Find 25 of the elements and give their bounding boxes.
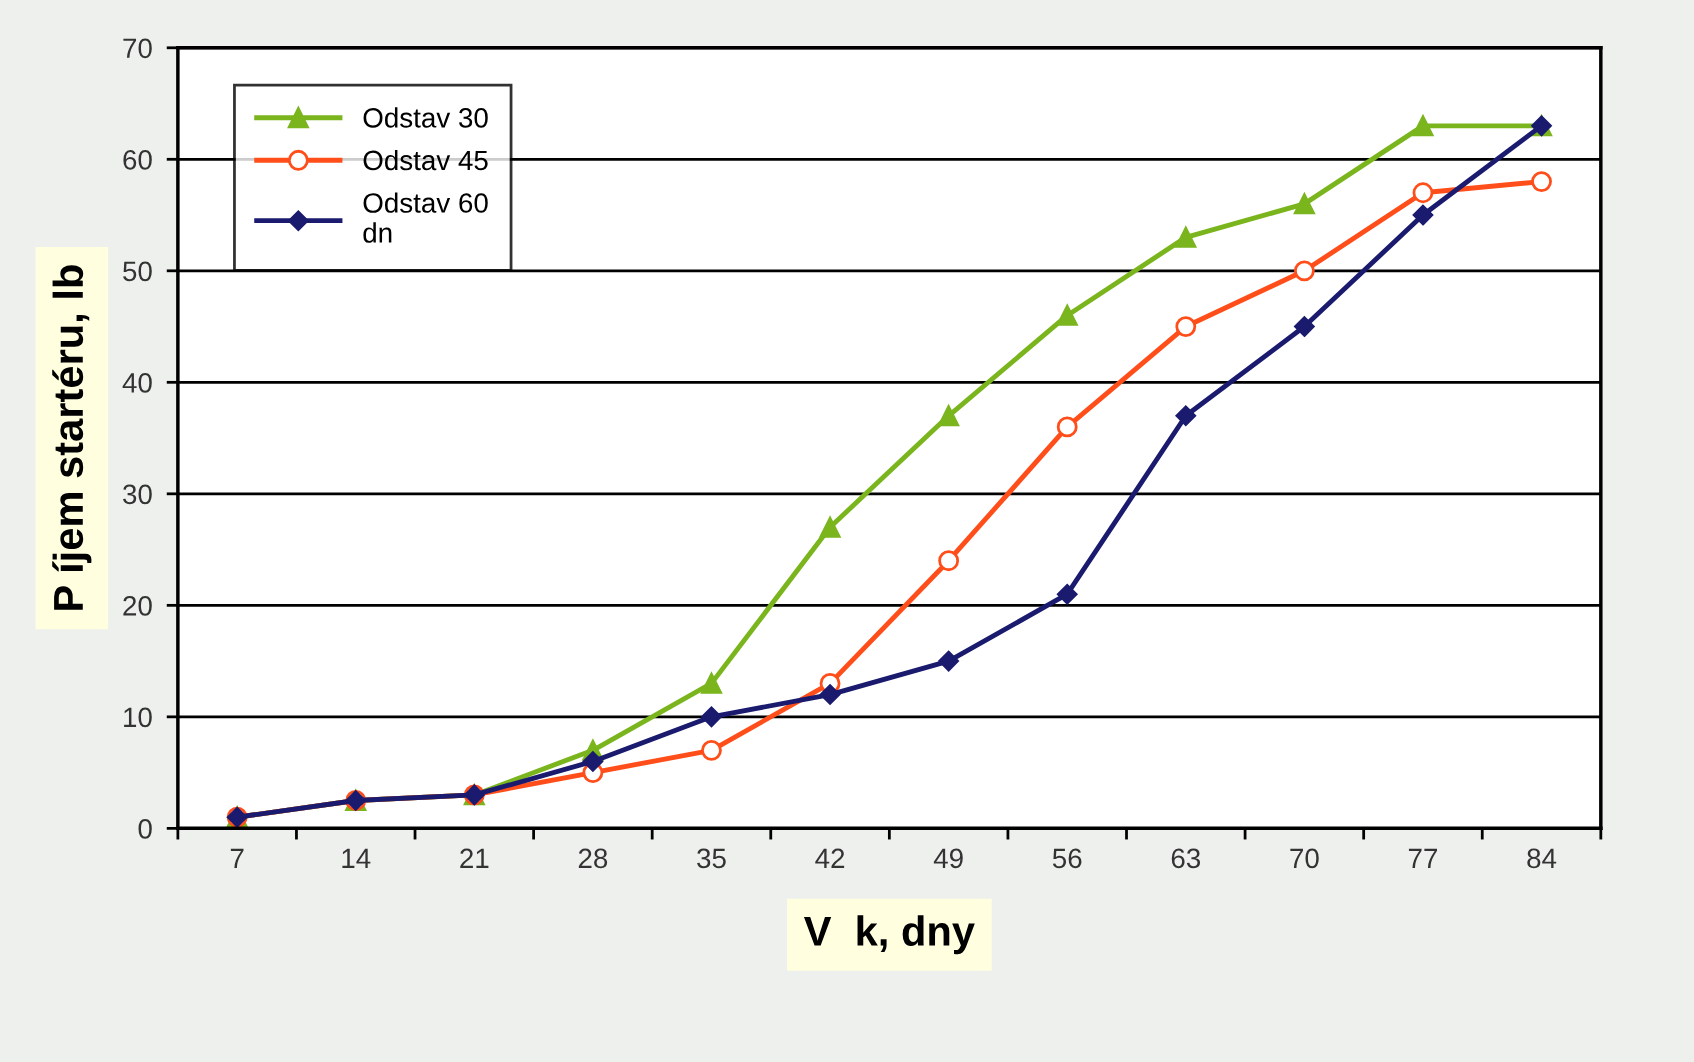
x-tick-label: 14 [342, 848, 371, 868]
x-tick-label: 84 [1527, 848, 1557, 869]
x-tick-label: 49 [933, 848, 963, 869]
x-tick-label: 42 [815, 848, 845, 868]
y-axis-title: P íjem startéru, lb [52, 265, 92, 610]
legend-label: Odstav 30 [363, 107, 488, 128]
x-tick-label: 35 [697, 848, 726, 869]
x-tick-label: 28 [578, 848, 608, 869]
legend-label: Odstav 60 dn [363, 192, 488, 243]
y-tick-label: 50 [123, 261, 152, 282]
x-tick-label: 56 [1052, 848, 1082, 869]
x-tick-label: 7 [230, 848, 244, 868]
x-tick-label: 77 [1408, 848, 1438, 868]
y-tick-label: 0 [138, 819, 152, 839]
y-tick-label: 20 [123, 596, 152, 616]
x-tick-label: 21 [460, 848, 489, 868]
y-tick-label: 10 [124, 707, 152, 728]
x-tick-label: 63 [1171, 848, 1201, 869]
y-tick-label: 30 [123, 484, 152, 505]
y-tick-label: 40 [122, 372, 152, 393]
legend-label: Odstav 45 [363, 149, 488, 171]
y-tick-label: 70 [123, 38, 152, 59]
x-axis-title: V k, dny [803, 915, 975, 955]
x-tick-label: 70 [1290, 848, 1319, 869]
y-tick-label: 60 [123, 149, 152, 170]
